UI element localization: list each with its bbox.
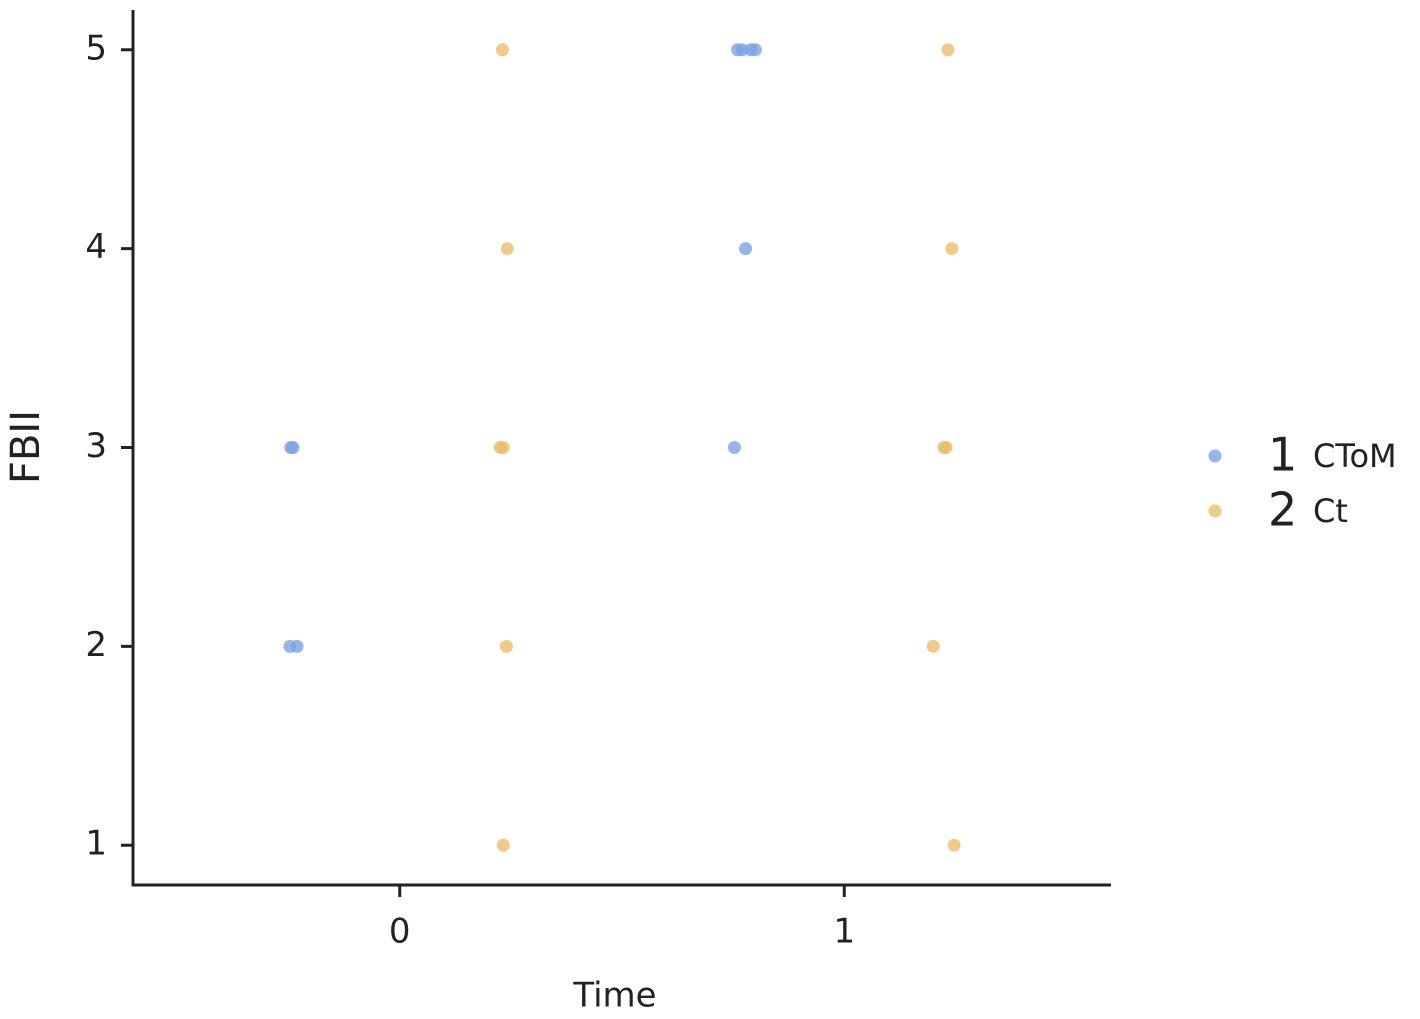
y-tick-label: 2 [85, 625, 107, 665]
point [496, 441, 510, 454]
y-axis-title: FBII [3, 410, 49, 484]
y-tick-label: 1 [85, 824, 107, 864]
x-tick-label: 0 [389, 912, 411, 952]
point [739, 242, 753, 256]
point [286, 441, 300, 454]
legend-label: CToM [1313, 437, 1397, 475]
point [947, 838, 961, 852]
x-tick-label: 1 [833, 912, 855, 952]
legend-label: 1 [1268, 428, 1297, 482]
point [290, 639, 304, 653]
point [499, 639, 513, 653]
legend-label: 2 [1268, 483, 1297, 537]
legend-marker [1208, 504, 1222, 518]
y-tick-label: 5 [85, 28, 107, 68]
point [941, 43, 955, 57]
y-tick-label: 4 [85, 227, 107, 267]
legend-marker [1208, 449, 1222, 463]
point [748, 43, 762, 57]
point [926, 639, 940, 653]
point [495, 43, 509, 57]
point [727, 441, 741, 454]
point [496, 838, 510, 852]
point [735, 43, 749, 57]
point [500, 242, 514, 256]
x-axis-title: Time [572, 976, 656, 1016]
point [939, 441, 953, 454]
point [945, 242, 959, 256]
legend-label: Ct [1313, 492, 1348, 530]
y-tick-label: 3 [85, 426, 107, 466]
